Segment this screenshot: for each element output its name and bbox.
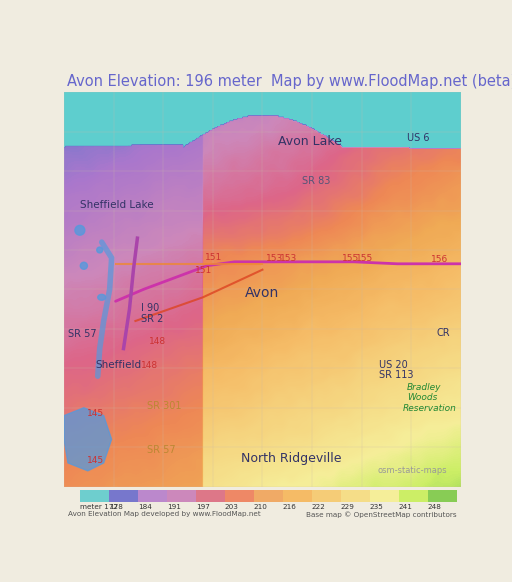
Bar (312, 489, 341, 502)
Text: Bradley: Bradley (407, 383, 442, 392)
Text: 235: 235 (370, 504, 383, 510)
Text: 216: 216 (283, 504, 297, 510)
Text: North Ridgeville: North Ridgeville (241, 452, 341, 464)
Text: US 6: US 6 (407, 133, 430, 143)
Text: 153: 153 (280, 254, 297, 263)
Ellipse shape (98, 294, 105, 300)
Text: 155: 155 (356, 254, 373, 263)
Text: 191: 191 (167, 504, 181, 510)
Text: SR 2: SR 2 (141, 314, 164, 324)
Text: CR: CR (437, 328, 451, 338)
Text: 203: 203 (225, 504, 239, 510)
Bar (399, 489, 428, 502)
Text: SR 57: SR 57 (147, 445, 176, 455)
Text: 145: 145 (87, 456, 104, 466)
Text: Woods: Woods (407, 393, 438, 402)
Ellipse shape (75, 225, 85, 235)
Text: SR 57: SR 57 (68, 329, 97, 339)
Bar (370, 489, 399, 502)
Text: 210: 210 (254, 504, 268, 510)
Text: Avon Lake: Avon Lake (279, 135, 342, 148)
Text: Sheffield: Sheffield (96, 360, 142, 370)
Text: 229: 229 (341, 504, 355, 510)
Text: 151: 151 (205, 253, 222, 262)
Bar (254, 489, 283, 502)
Bar (196, 489, 225, 502)
Text: meter 172: meter 172 (80, 504, 118, 510)
Bar (138, 489, 167, 502)
Bar (80, 489, 109, 502)
Text: Avon Elevation: 196 meter  Map by www.FloodMap.net (beta): Avon Elevation: 196 meter Map by www.Flo… (67, 73, 512, 88)
Polygon shape (64, 408, 112, 471)
Ellipse shape (97, 247, 103, 253)
Text: 145: 145 (87, 409, 104, 418)
Text: Reservation: Reservation (402, 404, 456, 413)
Text: Base map © OpenStreetMap contributors: Base map © OpenStreetMap contributors (306, 511, 457, 517)
Text: 241: 241 (399, 504, 413, 510)
Bar (341, 489, 370, 502)
Text: 148: 148 (141, 361, 159, 370)
Text: SR 301: SR 301 (147, 401, 182, 411)
Text: I 90: I 90 (141, 303, 160, 313)
Text: 222: 222 (312, 504, 326, 510)
Text: 178: 178 (109, 504, 123, 510)
Bar (428, 489, 457, 502)
Text: 184: 184 (138, 504, 152, 510)
Text: SR 83: SR 83 (302, 176, 330, 186)
Text: SR 113: SR 113 (379, 370, 413, 381)
Text: Avon Elevation Map developed by www.FloodMap.net: Avon Elevation Map developed by www.Floo… (68, 511, 261, 517)
Text: osm-static-maps: osm-static-maps (377, 466, 447, 474)
Text: US 20: US 20 (379, 360, 408, 370)
Text: 156: 156 (431, 254, 449, 264)
Ellipse shape (80, 262, 88, 269)
Text: 153: 153 (266, 254, 284, 263)
Text: Avon: Avon (245, 286, 279, 300)
Bar (167, 489, 196, 502)
Bar (283, 489, 312, 502)
Text: 248: 248 (428, 504, 442, 510)
Text: 197: 197 (196, 504, 210, 510)
Bar (109, 489, 138, 502)
Text: Sheffield Lake: Sheffield Lake (80, 200, 154, 210)
Text: 151: 151 (195, 266, 212, 275)
Text: 155: 155 (342, 254, 359, 263)
Bar (225, 489, 254, 502)
Text: 148: 148 (150, 337, 166, 346)
